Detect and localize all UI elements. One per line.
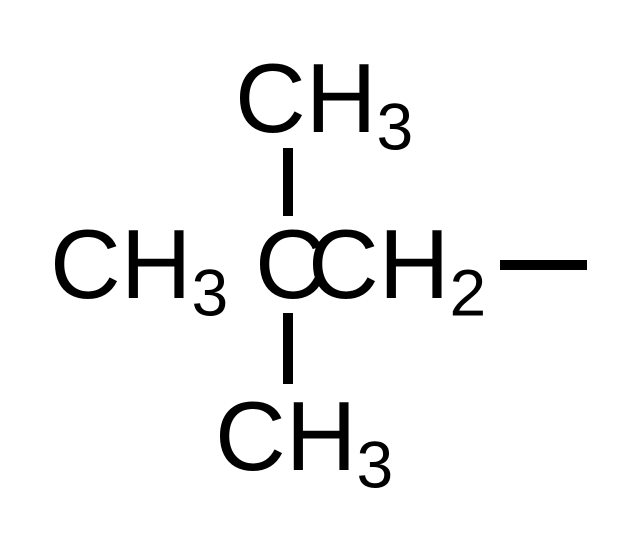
atom-subscript: 3 bbox=[357, 428, 394, 502]
atom-label-bottom_CH3: CH3 bbox=[215, 381, 393, 502]
atoms-layer: CCH3CH3CH2CH3 bbox=[50, 43, 486, 502]
molecule-diagram: CCH3CH3CH2CH3 bbox=[0, 0, 624, 559]
atom-main-text: CH bbox=[215, 381, 357, 491]
atom-label-right_CH2: CH2 bbox=[308, 209, 486, 330]
atom-subscript: 2 bbox=[450, 256, 487, 330]
atom-main-text: CH bbox=[235, 43, 377, 153]
atom-label-top_CH3: CH3 bbox=[235, 43, 413, 164]
atom-subscript: 3 bbox=[377, 90, 414, 164]
atom-label-left_CH3: CH3 bbox=[50, 209, 228, 330]
atom-main-text: CH bbox=[50, 209, 192, 319]
atom-main-text: CH bbox=[308, 209, 450, 319]
atom-subscript: 3 bbox=[192, 256, 229, 330]
